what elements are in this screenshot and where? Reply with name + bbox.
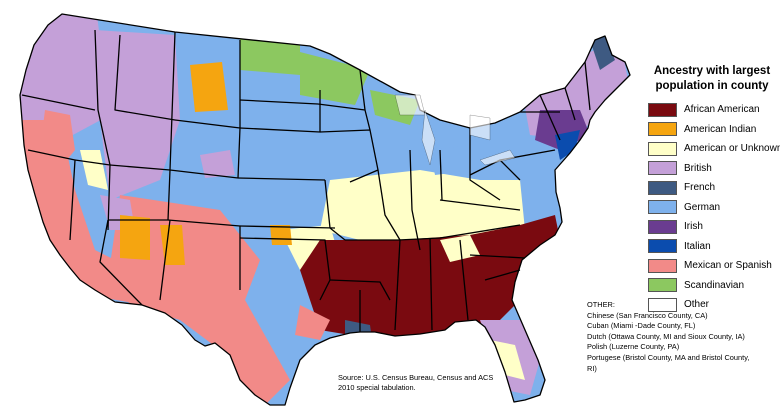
legend-swatch <box>648 122 677 137</box>
other-note-line: Cuban (Miami -Dade County, FL) <box>587 321 696 331</box>
legend-item-french: French <box>648 178 776 198</box>
legend-label: British <box>684 162 712 174</box>
legend-label: Other <box>684 299 710 311</box>
state-borders <box>19 13 631 406</box>
legend-item-british: British <box>648 159 776 179</box>
legend-swatch <box>648 219 677 234</box>
source-line: 2010 special tabulation. <box>338 383 416 392</box>
legend-item-italian: Italian <box>648 237 776 257</box>
legend-title: Ancestry with largest population in coun… <box>653 65 771 92</box>
legend-item-irish: Irish <box>648 217 776 237</box>
other-note-heading: OTHER: <box>587 300 615 309</box>
legend-item-german: German <box>648 198 776 218</box>
legend-swatch <box>648 297 677 312</box>
legend-swatch <box>648 102 677 117</box>
legend: Ancestry with largest population in coun… <box>648 64 780 315</box>
legend-label: American Indian <box>684 123 757 135</box>
legend-swatch <box>648 180 677 195</box>
legend-label: Scandinavian <box>684 279 745 291</box>
other-note-line: Polish (Luzerne County, PA) <box>587 342 680 352</box>
map-regions <box>20 14 630 405</box>
other-note-line: Portugese (Bristol County, MA and Bristo… <box>587 352 750 362</box>
legend-label: African American <box>684 104 760 116</box>
legend-swatch <box>648 258 677 273</box>
other-ancestry-note: OTHER: Chinese (San Francisco County, CA… <box>587 300 777 374</box>
legend-swatch <box>648 278 677 293</box>
legend-swatch <box>648 141 677 156</box>
legend-label: Mexican or Spanish <box>684 260 772 272</box>
legend-item-other: Other <box>648 295 776 315</box>
legend-item-african-american: African American <box>648 100 776 120</box>
source-note: Source: U.S. Census Bureau, Census and A… <box>338 373 508 393</box>
legend-item-mexican-or-spanish: Mexican or Spanish <box>648 256 776 276</box>
legend-swatch <box>648 161 677 176</box>
legend-swatch <box>648 200 677 215</box>
us-county-ancestry-map <box>19 13 631 406</box>
source-line: Source: U.S. Census Bureau, Census and A… <box>338 373 494 382</box>
other-note-line: Chinese (San Francisco County, CA) <box>587 310 708 320</box>
legend-item-american-indian: American Indian <box>648 120 776 140</box>
legend-label: American or Unknown <box>684 143 780 155</box>
great-lakes <box>394 94 516 166</box>
other-note-line: Dutch (Ottawa County, MI and Sioux Count… <box>587 331 745 341</box>
legend-label: French <box>684 182 716 194</box>
other-note-line: RI) <box>587 363 597 373</box>
legend-label: Irish <box>684 221 703 233</box>
legend-label: German <box>684 201 721 213</box>
legend-label: Italian <box>684 240 711 252</box>
legend-swatch <box>648 239 677 254</box>
legend-item-american-or-unknown: American or Unknown <box>648 139 780 159</box>
legend-item-scandinavian: Scandinavian <box>648 276 776 296</box>
